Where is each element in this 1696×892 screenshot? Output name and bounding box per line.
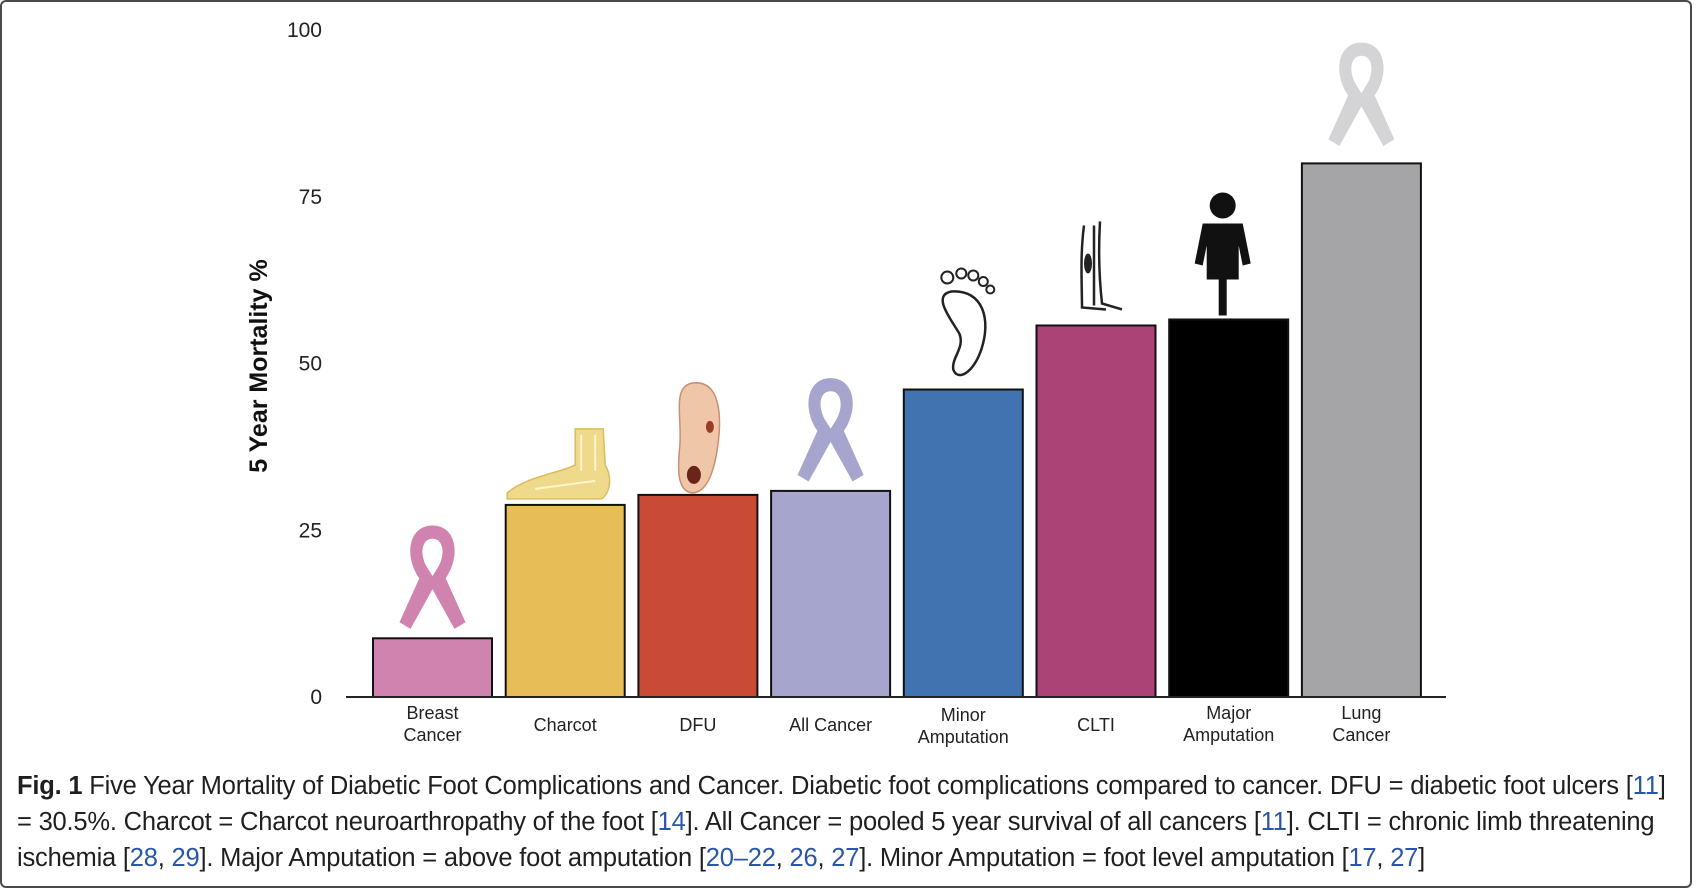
x-tick-label: Major — [1206, 703, 1251, 723]
caption-text: ] = 30.5%. Charcot = Charcot neuroarthro… — [17, 772, 1666, 836]
y-tick-label: 0 — [310, 686, 322, 709]
citation-link[interactable]: 17 — [1348, 844, 1377, 872]
y-tick-label: 25 — [299, 519, 322, 542]
charcot-foot-icon — [506, 428, 611, 500]
x-tick-label: Charcot — [534, 715, 597, 735]
legs-icon — [1080, 221, 1123, 311]
caption-text: ]. All Cancer = pooled 5 year survival o… — [685, 808, 1261, 836]
bar — [1168, 318, 1290, 698]
foot-ulcer-icon — [677, 382, 721, 494]
citation-link[interactable]: 11 — [1632, 772, 1659, 800]
y-axis: 0 25 50 75 100 — [287, 19, 322, 709]
bar — [770, 489, 892, 698]
caption-text: , — [775, 844, 790, 872]
x-tick-label: Cancer — [1332, 725, 1390, 745]
caption-text: , — [1376, 844, 1391, 872]
caption-text: , — [157, 844, 172, 872]
bar — [1035, 324, 1157, 698]
bar — [1300, 162, 1422, 698]
caption-text: ] — [1418, 844, 1426, 872]
caption-text: ]. Major Amputation = above foot amputat… — [199, 844, 706, 872]
citation-link[interactable]: 26 — [789, 844, 818, 872]
citation-link[interactable]: 11 — [1260, 808, 1287, 836]
bar — [504, 503, 626, 698]
caption-text: ]. CLTI = chronic limb threatening ische… — [17, 808, 1655, 872]
y-tick-label: 50 — [299, 353, 322, 376]
citation-link[interactable]: 27 — [831, 844, 860, 872]
bar — [902, 388, 1024, 698]
bar — [637, 493, 759, 698]
y-tick-label: 100 — [287, 19, 322, 42]
x-tick-label: Amputation — [918, 727, 1009, 747]
footprint-icon — [940, 267, 996, 377]
x-tick-label: CLTI — [1077, 715, 1115, 735]
figure-label: Fig. 1 — [17, 772, 83, 800]
y-axis-title: 5 Year Mortality % — [245, 259, 273, 473]
amputee-person-icon — [1194, 192, 1251, 316]
bar-icons — [399, 42, 1395, 629]
grey-ribbon-icon — [1328, 42, 1395, 146]
x-tick-label: Cancer — [403, 725, 461, 745]
x-tick-label: Lung — [1341, 703, 1381, 723]
x-tick-label: Minor — [941, 705, 986, 725]
x-tick-label: All Cancer — [789, 715, 872, 735]
pink-ribbon-icon — [399, 525, 466, 629]
citation-link[interactable]: 20–22 — [705, 844, 776, 872]
bars — [372, 162, 1422, 699]
x-tick-label: Amputation — [1183, 725, 1274, 745]
citation-link[interactable]: 14 — [657, 808, 686, 836]
caption-text: [ — [1625, 772, 1633, 800]
caption-text: ]. Minor Amputation = foot level amputat… — [859, 844, 1349, 872]
citation-link[interactable]: 28 — [129, 844, 158, 872]
x-tick-label: Breast — [406, 703, 458, 723]
figure-caption: Fig. 1 Five Year Mortality of Diabetic F… — [17, 768, 1687, 876]
citation-link[interactable]: 29 — [171, 844, 200, 872]
caption-text: , — [817, 844, 832, 872]
citation-link[interactable]: 27 — [1390, 844, 1419, 872]
y-tick-label: 75 — [299, 186, 322, 209]
lavender-ribbon-icon — [797, 378, 864, 482]
x-tick-label: DFU — [679, 715, 716, 735]
caption-text: Five Year Mortality of Diabetic Foot Com… — [82, 772, 1626, 800]
bar — [372, 637, 493, 699]
